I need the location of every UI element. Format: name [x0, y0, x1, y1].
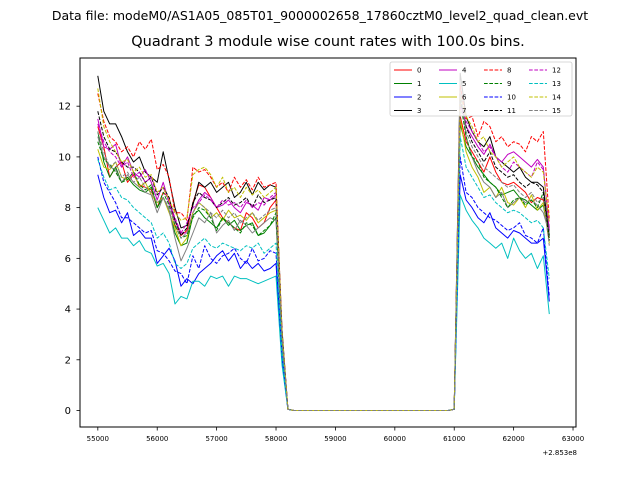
legend-label-8: 8 — [507, 67, 511, 75]
legend-label-3: 3 — [417, 107, 421, 115]
series-line-10 — [97, 156, 550, 411]
x-offset-label: +2.853e8 — [542, 449, 577, 457]
x-tick-label: 60000 — [384, 435, 406, 443]
x-tick-label: 58000 — [265, 435, 287, 443]
legend-label-4: 4 — [462, 67, 467, 75]
x-tick-label: 56000 — [146, 435, 168, 443]
y-tick-label: 0 — [65, 406, 71, 417]
y-tick-label: 6 — [65, 254, 71, 265]
legend-label-0: 0 — [417, 67, 421, 75]
figure-suptitle: Data file: modeM0/AS1A05_085T01_90000026… — [51, 8, 589, 23]
legend-label-15: 15 — [552, 107, 561, 115]
legend-label-1: 1 — [417, 80, 421, 88]
series-line-5 — [97, 194, 550, 411]
legend-label-11: 11 — [507, 107, 516, 115]
y-tick-label: 12 — [58, 102, 71, 113]
y-tick-label: 4 — [65, 305, 71, 316]
legend-label-7: 7 — [462, 107, 466, 115]
plot-area — [97, 72, 550, 411]
x-tick-label: 57000 — [205, 435, 227, 443]
x-tick-label: 62000 — [502, 435, 524, 443]
legend-label-12: 12 — [552, 67, 561, 75]
legend-box — [389, 61, 573, 117]
legend-label-14: 14 — [552, 94, 561, 102]
legend-label-9: 9 — [507, 80, 511, 88]
series-line-3 — [97, 72, 550, 411]
axes: 55000 56000 57000 58000 59000 60000 61000 62000… — [58, 57, 584, 443]
y-tick-label: 8 — [65, 203, 71, 214]
x-tick-label: 55000 — [87, 435, 109, 443]
y-tick-label: 10 — [58, 152, 71, 163]
axes-frame — [79, 57, 577, 428]
series-line-7 — [97, 80, 550, 411]
x-tick-label: 61000 — [443, 435, 465, 443]
x-tick-label: 63000 — [562, 435, 584, 443]
legend-label-13: 13 — [552, 80, 561, 88]
x-tick-label: 59000 — [324, 435, 346, 443]
legend-label-5: 5 — [462, 80, 466, 88]
legend-label-2: 2 — [417, 94, 421, 102]
legend-label-10: 10 — [507, 94, 516, 102]
series-line-8 — [97, 85, 550, 411]
y-tick-label: 2 — [65, 355, 71, 366]
series-line-14 — [97, 88, 550, 411]
chart-title: Quadrant 3 module wise count rates with … — [131, 34, 525, 50]
series-line-15 — [97, 90, 550, 411]
legend-label-6: 6 — [462, 94, 467, 102]
